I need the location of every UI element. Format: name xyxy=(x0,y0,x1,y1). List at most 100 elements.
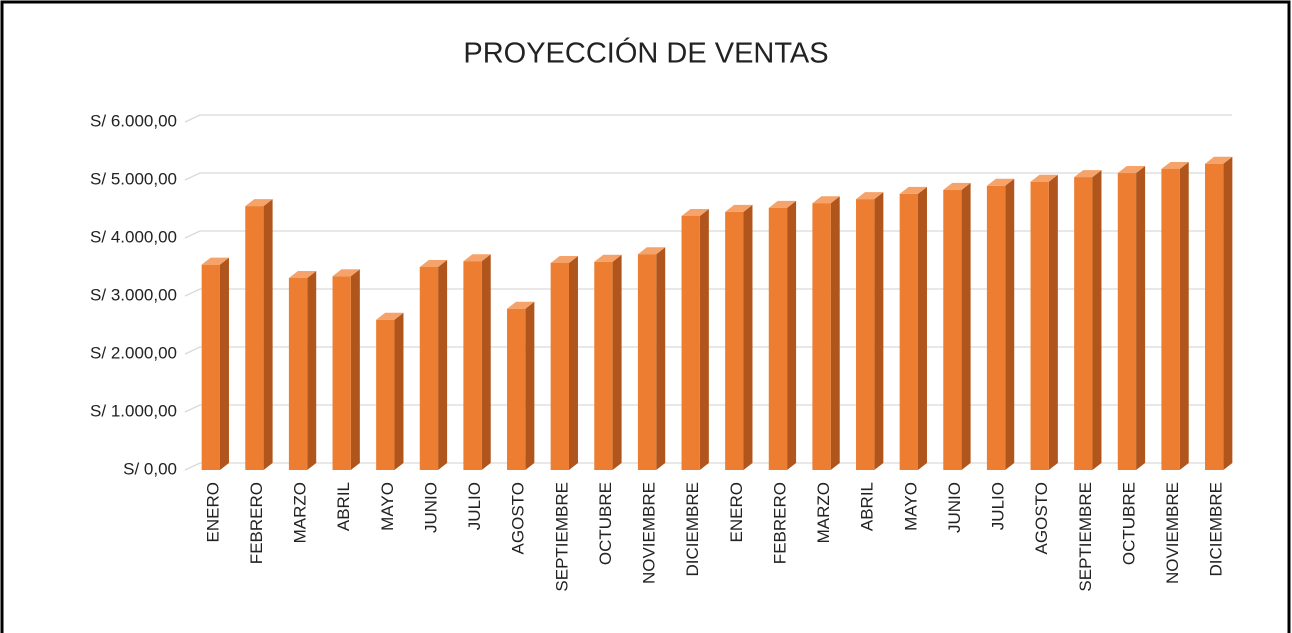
x-tick-label: FEBRERO xyxy=(247,482,266,564)
x-tick-label: NOVIEMBRE xyxy=(640,482,659,584)
bar-side xyxy=(219,257,229,470)
bar-top xyxy=(1074,170,1102,178)
bar xyxy=(1117,173,1137,471)
bar-top xyxy=(637,247,666,255)
y-tick-label: S/ 2.000,00 xyxy=(90,343,177,362)
bar xyxy=(681,215,700,470)
grid-line xyxy=(184,404,1232,413)
bar-side xyxy=(830,196,840,470)
x-tick-label: OCTUBRE xyxy=(596,482,615,565)
x-tick-label: MARZO xyxy=(814,482,833,543)
bar-top xyxy=(594,254,622,262)
x-tick-label: SEPTIEMBRE xyxy=(552,482,571,592)
y-tick-label: S/ 3.000,00 xyxy=(90,285,177,304)
x-tick-label: AGOSTO xyxy=(509,482,528,554)
x-tick-label: MAYO xyxy=(901,482,920,531)
bar-top xyxy=(1161,161,1189,169)
bar-top xyxy=(812,196,840,204)
bar-top xyxy=(550,255,578,263)
bar-top xyxy=(1205,156,1233,164)
bar-side xyxy=(263,199,273,470)
bar xyxy=(856,199,875,470)
bar-side xyxy=(917,186,927,471)
bar xyxy=(986,185,1006,471)
bar-side xyxy=(1179,161,1189,471)
x-tick-label: ABRIL xyxy=(334,482,353,531)
bar-side xyxy=(656,247,666,470)
bar-side xyxy=(307,271,317,470)
bar-side xyxy=(961,182,971,471)
bar-top xyxy=(986,178,1015,186)
bar xyxy=(201,264,220,470)
bar-side xyxy=(1223,156,1233,470)
bar-top xyxy=(288,271,317,279)
bar xyxy=(376,319,395,470)
bar xyxy=(768,207,788,470)
bar xyxy=(332,276,351,470)
y-tick-label: S/ 5.000,00 xyxy=(90,169,177,188)
bar-top xyxy=(856,192,884,200)
x-tick-label: JULIO xyxy=(465,482,484,530)
bar-top xyxy=(899,186,927,194)
bar-side xyxy=(612,254,622,470)
y-tick-label: S/ 6.000,00 xyxy=(90,111,177,130)
bar-side xyxy=(1092,170,1102,470)
x-tick-label: DICIEMBRE xyxy=(1207,482,1226,576)
bar xyxy=(1030,181,1049,471)
x-tick-label: ENERO xyxy=(203,482,222,542)
grid-line xyxy=(184,172,1232,181)
bar xyxy=(463,261,482,470)
y-tick-label: S/ 4.000,00 xyxy=(90,227,177,246)
bar xyxy=(594,261,613,470)
y-tick-label: S/ 0,00 xyxy=(123,459,177,478)
bar-top xyxy=(463,254,491,262)
grid-line xyxy=(184,346,1232,355)
bar-top xyxy=(507,301,535,309)
x-tick-label: JULIO xyxy=(989,482,1008,530)
bar-side xyxy=(1136,166,1146,471)
bar xyxy=(1161,168,1180,471)
bar-side xyxy=(350,269,360,470)
bar-top xyxy=(681,208,709,216)
x-tick-label: JUNIO xyxy=(421,482,440,533)
grid-line xyxy=(184,114,1232,123)
bar-side xyxy=(874,192,884,470)
bar-top xyxy=(1117,166,1146,174)
bar-top xyxy=(201,257,229,265)
bar xyxy=(812,203,831,470)
bar-side xyxy=(743,204,753,470)
bar xyxy=(507,308,526,470)
bar-side xyxy=(1005,178,1015,471)
bar-top xyxy=(376,312,404,320)
y-tick-label: S/ 1.000,00 xyxy=(90,401,177,420)
x-tick-label: MARZO xyxy=(291,482,310,543)
x-tick-label: JUNIO xyxy=(945,482,964,533)
bar-side xyxy=(568,255,578,470)
bar-top xyxy=(332,269,360,277)
x-tick-label: DICIEMBRE xyxy=(683,482,702,576)
bar-side xyxy=(1048,174,1058,471)
bar xyxy=(1205,163,1224,470)
bar xyxy=(725,211,744,470)
grid-line xyxy=(184,288,1232,297)
chart-title: PROYECCIÓN DE VENTAS xyxy=(463,37,828,70)
bar xyxy=(899,193,918,471)
bar xyxy=(288,278,308,470)
x-tick-label: ENERO xyxy=(727,482,746,542)
bar-top xyxy=(419,260,448,267)
bar-side xyxy=(787,200,797,470)
bar-side xyxy=(394,312,404,470)
bar-top xyxy=(245,199,273,207)
bar-top xyxy=(768,200,797,208)
bar-top xyxy=(725,204,753,212)
x-tick-label: MAYO xyxy=(378,482,397,531)
bar xyxy=(245,206,264,470)
x-tick-label: OCTUBRE xyxy=(1119,482,1138,565)
grid-line xyxy=(184,462,1232,471)
bar-top xyxy=(1030,174,1058,182)
bar-side xyxy=(481,254,491,470)
x-tick-label: NOVIEMBRE xyxy=(1163,482,1182,584)
bar xyxy=(550,262,569,470)
bar-side xyxy=(699,208,709,470)
